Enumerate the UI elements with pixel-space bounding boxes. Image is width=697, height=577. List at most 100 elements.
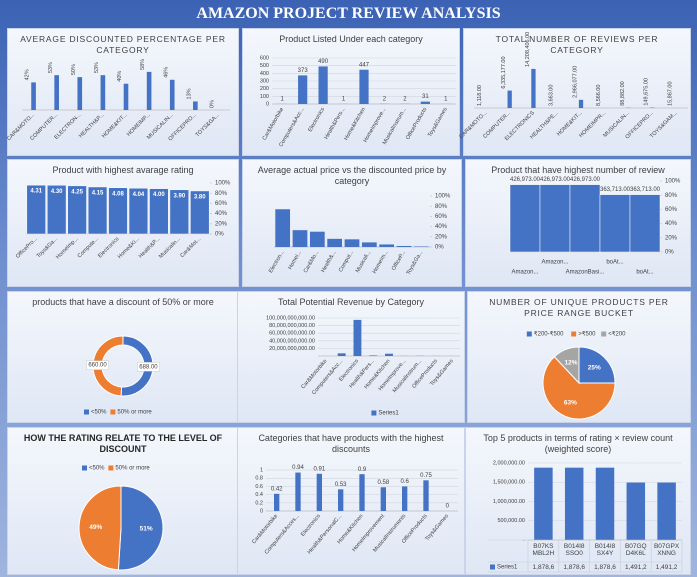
chart-title: products that have a discount of 50% or … xyxy=(32,297,214,307)
bar xyxy=(423,480,429,511)
y-tick-label: 600 xyxy=(260,55,269,61)
bar xyxy=(87,186,108,235)
bar xyxy=(629,194,661,253)
x-tick-label: Toys&Games xyxy=(427,107,449,139)
chart-title: Average actual price vs the discounted p… xyxy=(257,165,447,186)
legend-swatch xyxy=(82,465,87,471)
y2-tick-label: 20% xyxy=(435,234,448,240)
table-header-cell: B014I8 SX4Y xyxy=(594,543,616,557)
data-label: 50% xyxy=(71,64,77,75)
y2-tick-label: 60% xyxy=(215,201,228,207)
data-label: 4.31 xyxy=(30,189,42,195)
chart-title: AVERAGE DISCOUNTED PERCENTAGE PER CATEGO… xyxy=(20,34,226,55)
bar xyxy=(396,245,412,247)
bar xyxy=(599,194,631,253)
legend-swatch xyxy=(84,409,89,415)
data-label: 2 xyxy=(403,96,407,102)
y-tick-label: 60,000,000,000.00 xyxy=(269,331,315,337)
bar xyxy=(420,101,430,104)
data-label: 373 xyxy=(298,68,309,74)
slice xyxy=(92,335,124,397)
x-tick-label: Car&Mo... xyxy=(303,249,321,274)
chart-title: Product with highest avarage rating xyxy=(52,165,194,175)
bar xyxy=(298,75,308,104)
table-value-cell: 1,878,6 xyxy=(532,564,555,571)
bar xyxy=(379,244,395,247)
y-tick-label: 20,000,000,000.00 xyxy=(269,346,315,352)
table-header-cell: B014I8 SSO0 xyxy=(563,543,585,557)
bar xyxy=(77,77,83,110)
y2-tick-label: 80% xyxy=(665,193,678,199)
legend-label: Series1 xyxy=(497,565,518,571)
chart-title: Product that have highest number of revi… xyxy=(491,165,665,175)
x-tick-label: OfficeP... xyxy=(391,249,407,271)
bar xyxy=(67,185,87,235)
bar xyxy=(338,489,344,511)
table-header-cell: B07GPX XNNG xyxy=(653,543,680,557)
x-tick-label: AmazonBasi... xyxy=(566,270,605,276)
y-tick-label: 100,000,000,000.00 xyxy=(266,315,315,321)
y2-tick-label: 0% xyxy=(215,232,224,238)
data-label: 0.42 xyxy=(271,486,283,492)
y2-tick-label: 80% xyxy=(435,204,448,210)
data-label: 13% xyxy=(186,88,192,99)
x-tick-label: Car&Motorbike xyxy=(262,107,286,142)
bar xyxy=(108,187,128,235)
y-tick-label: 0.4 xyxy=(255,492,263,498)
bar xyxy=(128,187,149,235)
y-tick-label: 0 xyxy=(266,101,269,107)
data-label: 40% xyxy=(117,71,123,82)
bar xyxy=(531,68,536,108)
data-label: 3,663.00 xyxy=(549,85,555,106)
data-label: 4.04 xyxy=(133,192,145,198)
data-label: 12% xyxy=(565,360,578,367)
data-label-box xyxy=(137,362,160,372)
data-label: 8,566.00 xyxy=(596,85,602,106)
table-header-cell: B07GQ D4K6L xyxy=(624,543,647,557)
bar xyxy=(275,209,291,247)
bar xyxy=(353,319,362,356)
data-label: 0.53 xyxy=(335,482,347,488)
y-tick-label: - xyxy=(523,537,525,543)
x-tick-label: boAt... xyxy=(606,260,624,266)
data-label: 25% xyxy=(588,364,601,371)
bar xyxy=(509,184,541,253)
table-value-cell: 1,878,6 xyxy=(563,564,586,571)
bar xyxy=(47,185,67,235)
y2-tick-label: 40% xyxy=(435,224,448,230)
y2-tick-label: 100% xyxy=(215,181,231,187)
panel: TOTAL NUMBER OF REVIEWS PER CATEGORY xyxy=(463,28,691,156)
legend-label: >₹500 xyxy=(578,331,596,338)
y-tick-label: 400 xyxy=(260,71,269,77)
bar xyxy=(31,82,36,110)
data-label: 14,208,406.00 xyxy=(525,32,531,67)
y-tick-label: 0.8 xyxy=(255,476,263,482)
data-label: 149,675.00 xyxy=(644,78,650,106)
x-tick-label: HomeI... xyxy=(287,249,303,270)
y2-tick-label: 80% xyxy=(215,191,228,197)
x-tick-label: Toys&Ga... xyxy=(406,249,425,276)
chart-title: NUMBER OF UNIQUE PRODUCTS PER PRICE RANG… xyxy=(489,297,669,318)
data-label: 4.30 xyxy=(51,189,63,195)
y-tick-label: 0 xyxy=(260,508,263,514)
data-label: 49% xyxy=(89,524,102,531)
x-tick-label: boAt... xyxy=(636,270,654,276)
bar xyxy=(402,486,408,511)
slice xyxy=(553,346,580,385)
data-label: 4.08 xyxy=(112,191,124,197)
x-tick-label: HOME&KIT... xyxy=(101,112,129,140)
y-tick-label: 300 xyxy=(260,78,269,84)
legend-swatch xyxy=(490,564,495,570)
bar xyxy=(309,231,325,247)
bar xyxy=(578,99,584,108)
y-tick-label: 40,000,000,000.00 xyxy=(269,338,315,344)
bar xyxy=(534,467,553,540)
data-label: 51% xyxy=(140,526,153,533)
bar xyxy=(564,467,584,540)
legend-label: <50% xyxy=(91,410,107,416)
data-label: 447 xyxy=(359,62,370,68)
x-tick-label: Electronics xyxy=(300,513,322,538)
bar xyxy=(54,75,59,110)
bar xyxy=(274,493,280,511)
